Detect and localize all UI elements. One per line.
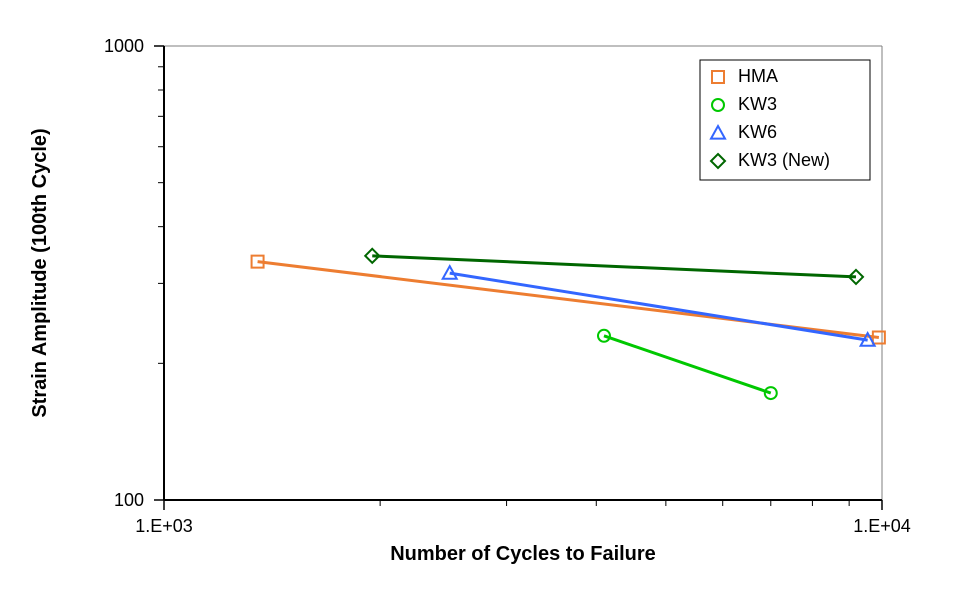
x-tick-label: 1.E+04 bbox=[853, 516, 911, 536]
y-axis-title: Strain Amplitude (100th Cycle) bbox=[29, 128, 51, 417]
y-tick-label: 1000 bbox=[104, 36, 144, 56]
y-tick-label: 100 bbox=[114, 490, 144, 510]
legend-item-label: KW3 bbox=[738, 94, 777, 114]
legend-item-label: KW6 bbox=[738, 122, 777, 142]
legend-item-label: HMA bbox=[738, 66, 778, 86]
x-tick-label: 1.E+03 bbox=[135, 516, 193, 536]
fatigue-chart: 1.E+03 1.E+04 100 1000 Number of Cycles to F… bbox=[0, 0, 954, 608]
legend-item-label: KW3 (New) bbox=[738, 150, 830, 170]
x-axis-title: Number of Cycles to Failure bbox=[390, 543, 656, 565]
chart-container: 1.E+03 1.E+04 100 1000 Number of Cycles to F… bbox=[0, 0, 954, 608]
